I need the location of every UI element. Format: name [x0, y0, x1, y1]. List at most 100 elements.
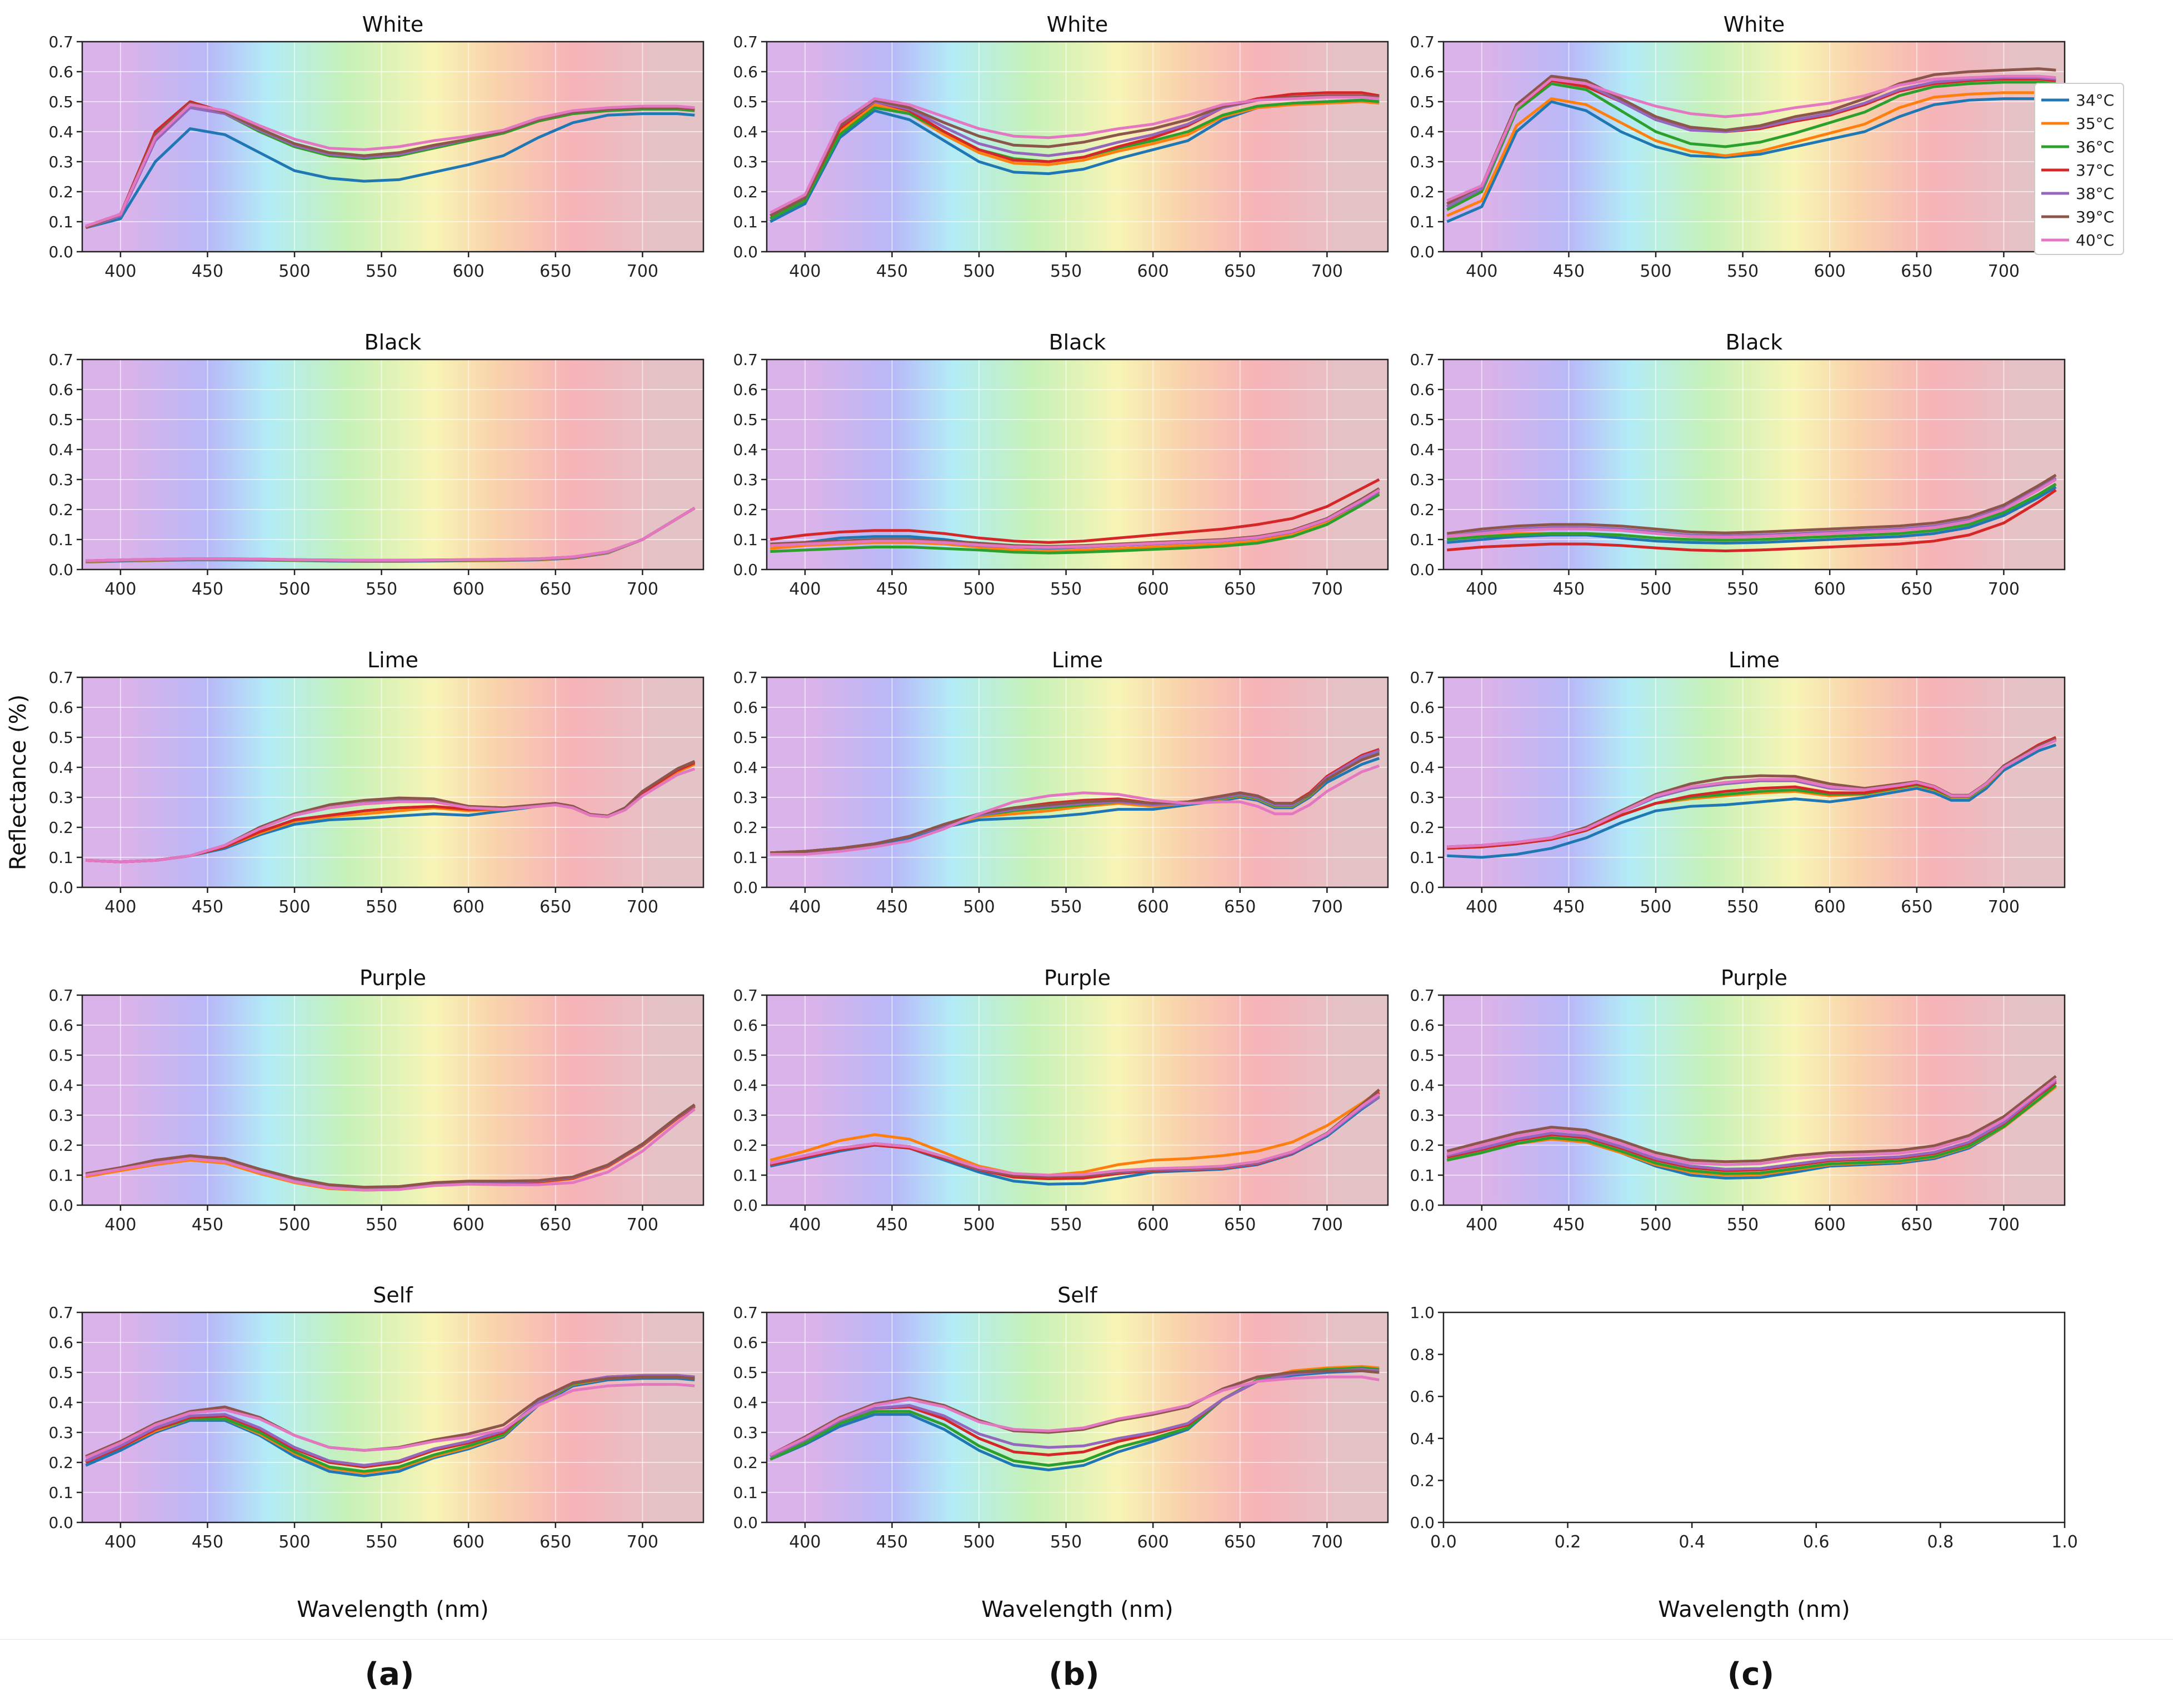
x-tick-label: 400 [789, 1215, 821, 1235]
y-tick-label: 0.5 [48, 728, 73, 747]
x-tick-label: 400 [104, 1532, 136, 1552]
subplot-empty-2: 0.0 0.2 0.4 0.6 0.8 1.0 0.0 0.2 0.4 0.6 0.8 1.0 [1410, 1304, 2077, 1552]
x-tick-label: 550 [1727, 1215, 1759, 1235]
x-tick-label: 450 [192, 897, 223, 917]
y-tick-label: 0.2 [48, 1454, 73, 1472]
y-tick-label: 0.7 [733, 33, 758, 51]
x-tick-label: 1.0 [2051, 1532, 2078, 1552]
x-tick-label: 0.8 [1927, 1532, 1954, 1552]
x-tick-label: 650 [539, 580, 571, 599]
subplot-title: Lime [1729, 648, 1780, 672]
series-line-6 [1446, 1078, 2057, 1166]
x-tick-label: 600 [1137, 262, 1169, 281]
x-tick-label: 400 [1466, 1215, 1497, 1235]
x-tick-label: 450 [876, 1532, 908, 1552]
y-tick-label: 0.4 [48, 441, 73, 459]
x-tick-label: 600 [453, 580, 484, 599]
y-tick-label: 0.4 [48, 1394, 73, 1412]
caption-divider [0, 1639, 2173, 1640]
y-tick-label: 0.5 [48, 93, 73, 111]
series-line-2 [1447, 482, 2057, 542]
series-line-1 [1446, 91, 2056, 217]
x-tick-label: 650 [1224, 580, 1256, 599]
legend-label: 38°C [2076, 184, 2114, 203]
legend-label: 34°C [2076, 91, 2114, 109]
y-tick-label: 0.6 [733, 381, 758, 399]
y-tick-label: 0.5 [733, 1046, 758, 1065]
series-line-5 [1446, 473, 2057, 535]
subplot-black-0: 400 450 500 550 600 650 700 0.0 0.1 0.2 0.3 0.4 0.5 0… [48, 330, 705, 599]
y-tick-label: 0.2 [1410, 1136, 1435, 1155]
x-tick-label: 450 [192, 580, 223, 599]
series-line-6 [1447, 739, 2057, 848]
subplot-title: Black [1726, 330, 1783, 354]
plot-frame [766, 994, 1389, 1206]
x-tick-label: 400 [789, 897, 821, 917]
y-tick-label: 0.6 [48, 1016, 73, 1035]
y-tick-label: 0.6 [48, 63, 73, 81]
x-tick-label: 600 [1137, 1532, 1169, 1552]
subplot-title: Self [1057, 1283, 1098, 1307]
y-tick-label: 0.3 [48, 471, 73, 489]
y-tick-label: 0.1 [1410, 213, 1435, 231]
subplot-lime-1: 400 450 500 550 600 650 700 0.0 0.1 0.2 0.3 0.4 0.5 0… [733, 648, 1389, 917]
y-tick-label: 0.2 [1410, 501, 1435, 519]
series-line-4 [1446, 1079, 2057, 1171]
y-tick-label: 0.1 [1410, 848, 1435, 867]
y-tick-label: 0.7 [1410, 986, 1435, 1005]
x-tick-label: 0.2 [1555, 1532, 1581, 1552]
series-line-5 [85, 1103, 696, 1189]
x-tick-label: 650 [1224, 1532, 1256, 1552]
subplot-black-2: 400 450 500 550 600 650 700 0.0 0.1 0.2 0.3 0.4 0.5 0… [1410, 330, 2066, 599]
y-tick-label: 0.5 [1410, 93, 1435, 111]
y-axis-label: Reflectance (%) [6, 695, 31, 870]
legend: 34°C 35°C 36°C 37°C 38°C 39°C 40°C [2034, 83, 2124, 255]
x-tick-label: 700 [1311, 1532, 1343, 1552]
y-tick-label: 0.1 [48, 848, 73, 867]
y-tick-label: 0.2 [48, 183, 73, 201]
y-tick-label: 0.7 [1410, 351, 1435, 369]
plot-frame [1442, 676, 2066, 888]
plot-background [767, 677, 1388, 887]
y-tick-label: 0.1 [733, 531, 758, 549]
legend-label: 37°C [2076, 161, 2114, 179]
y-tick-label: 0.4 [1410, 1430, 1435, 1448]
subplot-title: Lime [367, 648, 418, 672]
x-tick-label: 700 [1988, 262, 2020, 281]
y-tick-label: 0.1 [48, 531, 73, 549]
y-tick-label: 0.2 [48, 818, 73, 837]
y-tick-label: 0.7 [1410, 33, 1435, 51]
y-tick-label: 0.5 [733, 1364, 758, 1382]
y-tick-label: 0.4 [1410, 758, 1435, 777]
x-tick-label: 500 [963, 897, 995, 917]
legend-label: 40°C [2076, 231, 2114, 249]
x-tick-label: 700 [627, 580, 658, 599]
y-tick-label: 0.3 [1410, 788, 1435, 807]
y-tick-label: 0.7 [1410, 668, 1435, 687]
y-tick-label: 0.4 [48, 123, 73, 141]
y-tick-label: 0.3 [1410, 471, 1435, 489]
x-tick-label: 550 [1050, 1215, 1082, 1235]
y-tick-label: 0.1 [1410, 531, 1435, 549]
series-line-0 [85, 1377, 695, 1477]
y-tick-label: 0.0 [733, 878, 758, 897]
y-tick-label: 0.0 [733, 561, 758, 579]
y-tick-label: 0.4 [733, 1076, 758, 1095]
plot-background [767, 42, 1388, 252]
x-tick-label: 650 [1901, 897, 1932, 917]
x-tick-label: 400 [1466, 897, 1497, 917]
x-tick-label: 500 [278, 897, 310, 917]
series-line-0 [1447, 486, 2057, 545]
x-tick-label: 650 [539, 262, 571, 281]
x-tick-label: 550 [1050, 897, 1082, 917]
plot-background [1443, 1312, 2065, 1522]
y-tick-label: 0.0 [1410, 878, 1435, 897]
y-tick-label: 0.1 [733, 1484, 758, 1502]
y-tick-label: 0.6 [48, 1334, 73, 1352]
x-axis-label: Wavelength (nm) [1658, 1597, 1850, 1622]
x-tick-label: 700 [1311, 262, 1343, 281]
y-tick-label: 0.6 [1410, 1387, 1435, 1406]
y-tick-label: 0.3 [733, 471, 758, 489]
x-tick-label: 650 [1224, 897, 1256, 917]
y-tick-label: 0.6 [1410, 63, 1435, 81]
